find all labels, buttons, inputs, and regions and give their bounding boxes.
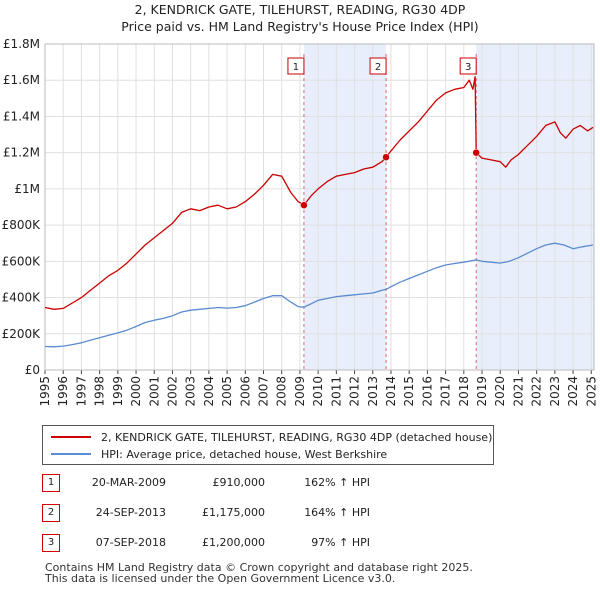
- footer-license: This data is licensed under the Open Gov…: [45, 572, 396, 585]
- sale-hpi-change: 162% ↑ HPI: [304, 476, 370, 489]
- legend: 2, KENDRICK GATE, TILEHURST, READING, RG…: [42, 425, 494, 465]
- x-tick-label: 2016: [420, 376, 434, 407]
- x-tick-label: 1998: [93, 376, 107, 407]
- x-tick-label: 2015: [402, 376, 416, 407]
- y-tick-label: £1.4M: [3, 109, 40, 123]
- x-tick-label: 2020: [493, 376, 507, 407]
- x-tick-label: 2012: [348, 376, 362, 407]
- sale-marker-label: 2: [375, 62, 381, 73]
- sale-date: 24-SEP-2013: [95, 506, 166, 519]
- sale-date: 20-MAR-2009: [91, 476, 166, 489]
- x-tick-label: 2022: [530, 376, 544, 407]
- sale-row: 1 20-MAR-2009 £910,000 162% ↑ HPI: [0, 474, 600, 494]
- x-tick-label: 2025: [584, 376, 598, 407]
- sale-marker-box: [287, 57, 305, 75]
- sale-date: 07-SEP-2018: [95, 536, 166, 549]
- x-tick-label: 2011: [329, 376, 343, 407]
- x-tick-label: 2002: [165, 376, 179, 407]
- shaded-span: [476, 44, 594, 370]
- x-tick-label: 2023: [548, 376, 562, 407]
- price-chart: £0 £200K £400K £600K £800K £1M £1.2M £1.4M £1.6M…: [2, 37, 599, 407]
- legend-item-property: 2, KENDRICK GATE, TILEHURST, READING, RG…: [51, 429, 492, 445]
- sale-marker-label: 3: [465, 62, 471, 73]
- x-tick-label: 2003: [184, 376, 198, 407]
- footer-copyright: Contains HM Land Registry data © Crown c…: [45, 561, 473, 574]
- y-tick-label: £1.2M: [3, 146, 40, 160]
- x-tick-label: 1995: [38, 376, 52, 407]
- x-tick-label: 2008: [275, 376, 289, 407]
- x-tick-label: 2005: [220, 376, 234, 407]
- sale-number-badge: 3: [42, 534, 60, 552]
- y-tick-label: £1.6M: [3, 73, 40, 87]
- sale-price: £1,200,000: [202, 536, 265, 549]
- x-tick-label: 2010: [311, 376, 325, 407]
- x-tick-label: 1997: [74, 376, 88, 407]
- property-series-line: [44, 75, 594, 310]
- chart-subtitle: Price paid vs. HM Land Registry's House …: [121, 19, 479, 34]
- x-tick-label: 2018: [457, 376, 471, 407]
- x-tick-label: 2013: [366, 376, 380, 407]
- sale-hpi-change: 164% ↑ HPI: [304, 506, 370, 519]
- sale-number-badge: 1: [42, 474, 60, 492]
- x-tick-label: 2006: [238, 376, 252, 407]
- x-tick-label: 2019: [475, 376, 489, 407]
- sale-marker-box: [369, 57, 387, 75]
- y-tick-label: £0: [25, 363, 40, 377]
- x-tick-label: 1999: [111, 376, 125, 407]
- x-tick-label: 2024: [566, 376, 580, 407]
- plot-border: [44, 43, 595, 371]
- sale-price: £1,175,000: [202, 506, 265, 519]
- sale-hpi-change: 97% ↑ HPI: [311, 536, 370, 549]
- y-tick-label: £600K: [2, 254, 42, 268]
- sale-point: [382, 153, 390, 161]
- legend-label-property: 2, KENDRICK GATE, TILEHURST, READING, RG…: [101, 430, 493, 444]
- y-tick-label: £1M: [14, 182, 40, 196]
- sale-row: 2 24-SEP-2013 £1,175,000 164% ↑ HPI: [0, 504, 600, 524]
- y-tick-label: £400K: [2, 291, 42, 305]
- x-tick-label: 2017: [439, 376, 453, 407]
- y-tick-label: £1.8M: [3, 37, 40, 51]
- y-tick-label: £800K: [2, 218, 42, 232]
- x-tick-label: 2000: [129, 376, 143, 407]
- y-tick-label: £200K: [2, 327, 42, 341]
- sale-point: [300, 201, 308, 209]
- x-tick-label: 2007: [257, 376, 271, 407]
- footer: Contains HM Land Registry data © Crown c…: [45, 562, 473, 584]
- legend-swatch-hpi: [51, 453, 91, 455]
- x-tick-label: 2009: [293, 376, 307, 407]
- sale-number-badge: 2: [42, 504, 60, 522]
- sale-point: [472, 148, 480, 157]
- hpi-series-line: [44, 242, 594, 348]
- x-tick-label: 2021: [511, 376, 525, 407]
- x-tick-label: 2001: [147, 376, 161, 407]
- sale-marker-label: 1: [293, 62, 299, 73]
- x-tick-label: 1996: [56, 376, 70, 407]
- x-tick-label: 2014: [384, 376, 398, 407]
- sale-price: £910,000: [212, 476, 266, 489]
- shaded-span: [303, 44, 387, 370]
- chart-title: 2, KENDRICK GATE, TILEHURST, READING, RG…: [134, 2, 466, 17]
- legend-label-hpi: HPI: Average price, detached house, West…: [101, 447, 388, 461]
- legend-swatch-property: [51, 436, 91, 438]
- sale-marker-box: [459, 57, 477, 75]
- x-tick-label: 2004: [202, 376, 216, 407]
- sale-row: 3 07-SEP-2018 £1,200,000 97% ↑ HPI: [0, 534, 600, 554]
- legend-item-hpi: HPI: Average price, detached house, West…: [51, 446, 387, 462]
